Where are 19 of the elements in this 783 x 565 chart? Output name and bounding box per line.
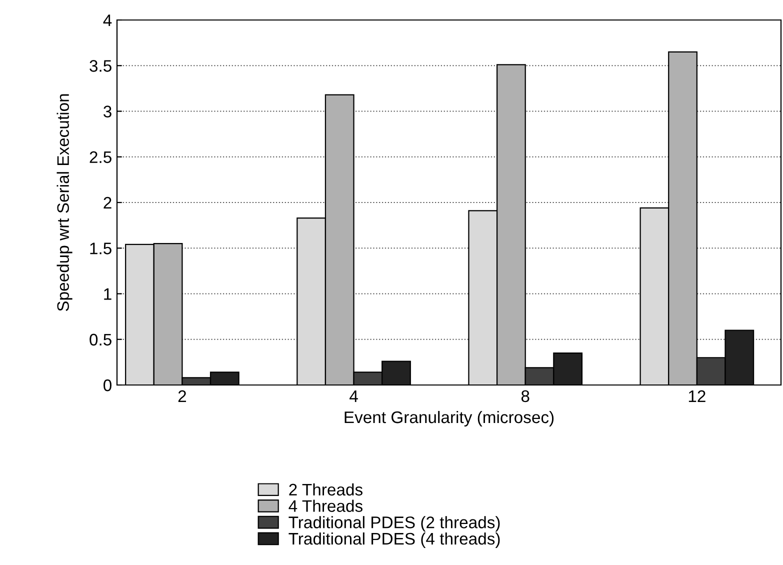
y-axis-title: Speedup wrt Serial Execution — [56, 94, 72, 312]
y-tick-label: 1.5 — [90, 242, 112, 254]
y-tick-label: 1 — [104, 288, 112, 300]
y-tick-label: 2.5 — [90, 151, 112, 164]
legend-label: 4 Threads — [288, 500, 362, 512]
legend-label: Traditional PDES (4 threads) — [288, 532, 500, 548]
y-tick-label: 3 — [104, 106, 112, 118]
y-tick-label: 4 — [103, 14, 112, 26]
x-tick-label: 4 — [350, 390, 358, 402]
y-tick-label: 0 — [104, 379, 112, 392]
legend-label: 2 Threads — [289, 483, 362, 496]
legend-label: Traditional PDES (2 threads) — [288, 516, 500, 532]
x-axis-title: Event Granularity (microsec) — [344, 410, 554, 426]
y-tick-label: 0.5 — [90, 334, 112, 346]
y-tick-label: 3.5 — [90, 60, 112, 72]
x-tick-label: 8 — [521, 390, 530, 402]
x-tick-label: 2 — [178, 390, 186, 402]
y-tick-label: 2 — [104, 196, 112, 209]
x-tick-label: 12 — [688, 390, 706, 402]
